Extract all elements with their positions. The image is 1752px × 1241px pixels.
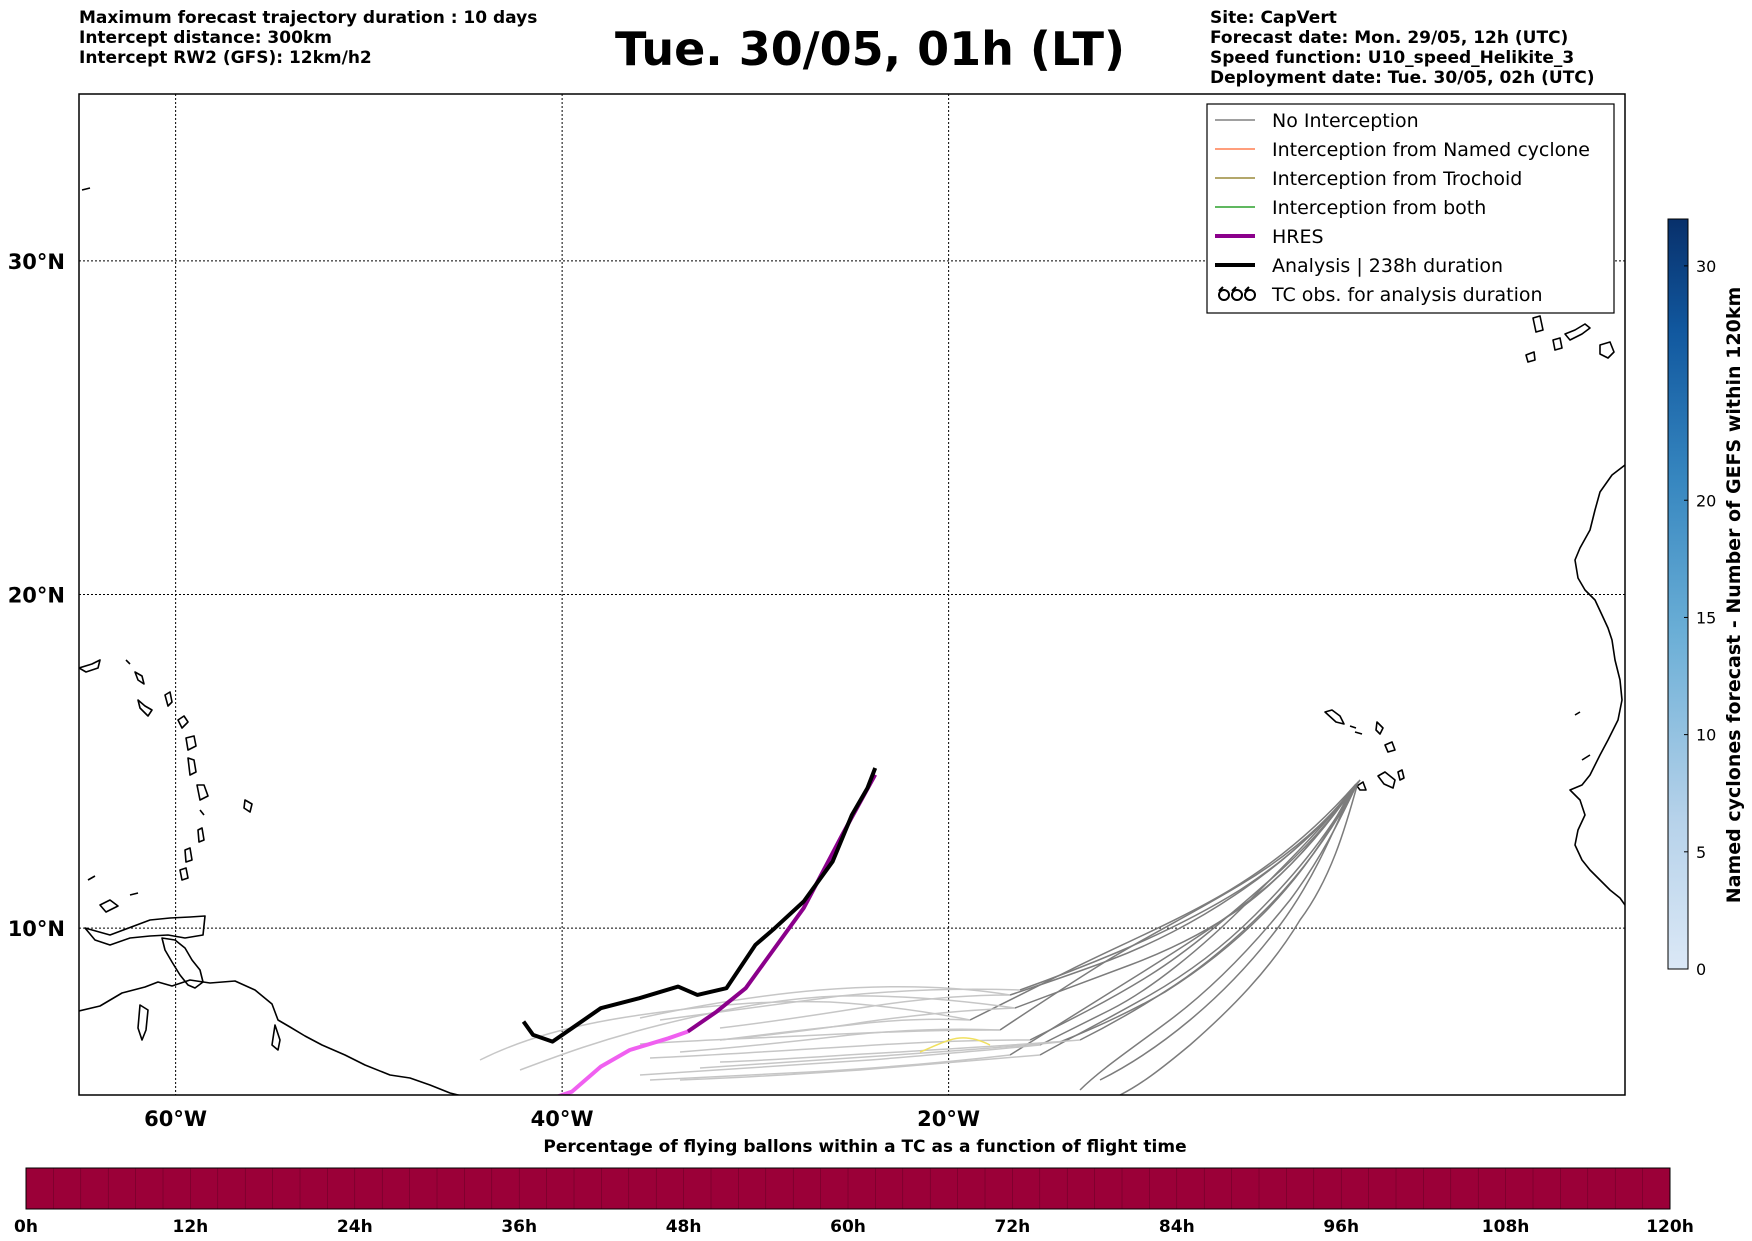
flight-time-colorbar: 0h 12h 24h 36h 48h 60h 72h 84h 96h 108h 120h xyxy=(14,1167,1694,1237)
main-trajectories xyxy=(521,767,878,1095)
forecast-date-text: Forecast date: Mon. 29/05, 12h (UTC) xyxy=(1210,28,1569,48)
coastlines xyxy=(79,187,1625,1095)
flight-time-tick-label: 84h xyxy=(1159,1217,1195,1237)
flight-time-tick-label: 0h xyxy=(14,1217,38,1237)
map-frame xyxy=(78,93,1626,1096)
forecast-parameters: Maximum forecast trajectory duration : 1… xyxy=(79,8,537,68)
flight-time-tick-label: 96h xyxy=(1323,1217,1359,1237)
flight-time-colorbar-fill xyxy=(25,1167,1671,1210)
flight-time-tick-label: 120h xyxy=(1646,1217,1694,1237)
legend-label: Analysis | 238h duration xyxy=(1272,255,1503,277)
map-legend: No Interception Interception from Named c… xyxy=(1206,103,1615,314)
lon-tick-label: 40°W xyxy=(531,1107,594,1131)
intercept-distance-text: Intercept distance: 300km xyxy=(79,28,332,48)
flight-time-tick-label: 108h xyxy=(1482,1217,1530,1237)
lat-tick-label: 10°N xyxy=(8,917,65,941)
legend-label: Interception from Named cyclone xyxy=(1272,139,1590,161)
flight-time-tick-label: 24h xyxy=(337,1217,373,1237)
legend-label: Interception from Trochoid xyxy=(1272,168,1522,190)
gefs-colorbar-tick-label: 15 xyxy=(1696,608,1716,627)
flight-time-tick-label: 48h xyxy=(666,1217,702,1237)
map-title: Tue. 30/05, 01h (LT) xyxy=(615,22,1125,76)
cyclone-icon xyxy=(1218,286,1256,301)
analysis-trajectory xyxy=(521,767,878,1044)
gefs-colorbar-tick-label: 30 xyxy=(1696,257,1716,276)
legend-label: HRES xyxy=(1272,226,1324,248)
lat-tick-label: 30°N xyxy=(8,250,65,274)
deployment-date-text: Deployment date: Tue. 30/05, 02h (UTC) xyxy=(1210,68,1595,88)
hres-trajectory-late xyxy=(555,1029,689,1095)
legend-label: No Interception xyxy=(1272,110,1419,132)
flight-time-tick-label: 60h xyxy=(830,1217,866,1237)
gefs-colorbar-label: Named cyclones forecast - Number of GEFS… xyxy=(1723,287,1745,904)
lat-tick-label: 20°N xyxy=(8,584,65,608)
lon-tick-label: 60°W xyxy=(144,1107,207,1131)
flight-time-tick-label: 12h xyxy=(173,1217,209,1237)
site-text: Site: CapVert xyxy=(1210,8,1337,28)
axis-tick-labels: 60°W 40°W 20°W 30°N 20°N 10°N xyxy=(8,250,980,1131)
flight-time-tick-label: 72h xyxy=(995,1217,1031,1237)
bottom-colorbar-title: Percentage of flying ballons within a TC… xyxy=(543,1137,1186,1157)
legend-label: Interception from both xyxy=(1272,197,1486,219)
speed-function-text: Speed function: U10_speed_Helikite_3 xyxy=(1210,48,1575,68)
max-duration-text: Maximum forecast trajectory duration : 1… xyxy=(79,8,538,28)
gefs-colorbar: 0 5 10 15 20 30 xyxy=(1667,218,1716,979)
flight-time-tick-label: 36h xyxy=(501,1217,537,1237)
hres-trajectory xyxy=(686,773,877,1034)
gefs-colorbar-tick-label: 10 xyxy=(1696,726,1716,745)
lon-tick-label: 20°W xyxy=(917,1107,980,1131)
gefs-colorbar-tick-label: 0 xyxy=(1696,960,1706,979)
gefs-colorbar-tick-label: 5 xyxy=(1696,843,1706,862)
intercept-rw2-text: Intercept RW2 (GFS): 12km/h2 xyxy=(79,48,372,68)
ensemble-trajectories xyxy=(479,779,1361,1095)
gefs-colorbar-tick-label: 20 xyxy=(1696,491,1716,510)
site-info: Site: CapVert Forecast date: Mon. 29/05,… xyxy=(1210,8,1595,88)
legend-label: TC obs. for analysis duration xyxy=(1271,284,1543,306)
gefs-colorbar-fill xyxy=(1667,218,1689,970)
